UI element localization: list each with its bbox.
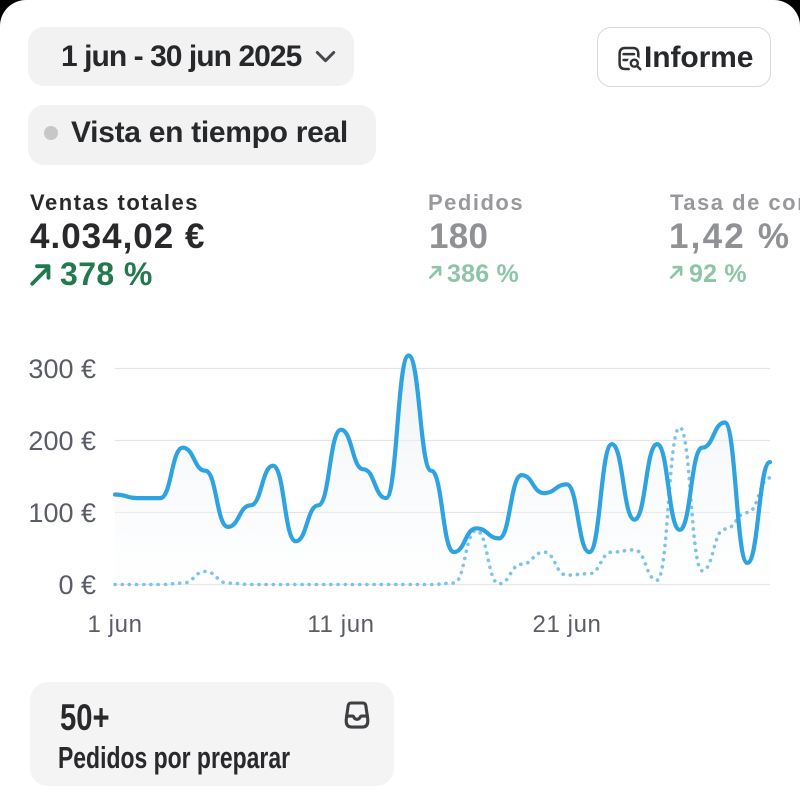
svg-text:11 jun: 11 jun [307, 611, 374, 638]
svg-text:21 jun: 21 jun [533, 611, 602, 638]
svg-text:200 €: 200 € [28, 426, 96, 456]
svg-text:1 jun: 1 jun [87, 611, 142, 638]
svg-text:100 €: 100 € [28, 498, 96, 528]
svg-text:300 €: 300 € [28, 354, 96, 384]
svg-text:0 €: 0 € [58, 570, 96, 600]
